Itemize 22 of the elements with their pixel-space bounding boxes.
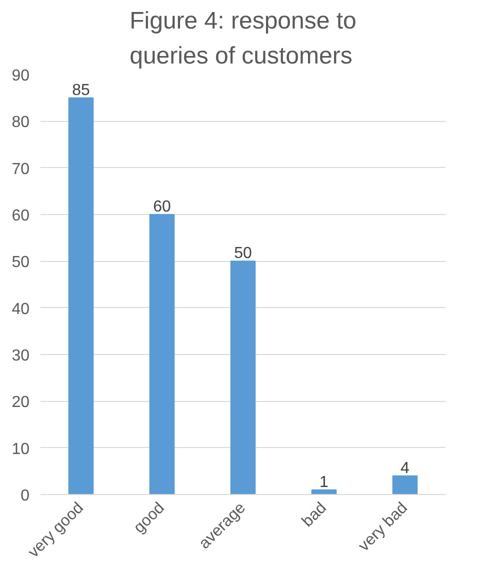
y-tick-label: 60 xyxy=(12,208,30,224)
y-tick-label: 50 xyxy=(12,254,30,272)
data-label: 60 xyxy=(153,198,171,216)
y-tick-label: 20 xyxy=(12,394,30,412)
y-tick-label: 0 xyxy=(20,488,30,504)
x-tick-label: bad xyxy=(299,499,330,530)
data-label: 1 xyxy=(320,474,329,491)
y-tick-label: 70 xyxy=(12,160,30,178)
bar xyxy=(68,97,94,494)
bar xyxy=(230,260,256,494)
y-tick-label: 30 xyxy=(12,348,30,364)
data-label: 4 xyxy=(400,460,410,477)
y-tick-label: 80 xyxy=(12,114,30,132)
bar xyxy=(149,214,175,494)
x-tick-label: very bad xyxy=(356,499,412,555)
y-tick-label: 10 xyxy=(12,440,30,458)
chart-title: Figure 4: response to queries of customers xyxy=(130,7,356,70)
y-tick-label: 40 xyxy=(12,300,30,318)
y-tick-label: 90 xyxy=(12,68,30,84)
data-label: 50 xyxy=(234,245,252,262)
bar xyxy=(392,475,418,494)
data-label: 85 xyxy=(72,82,90,99)
